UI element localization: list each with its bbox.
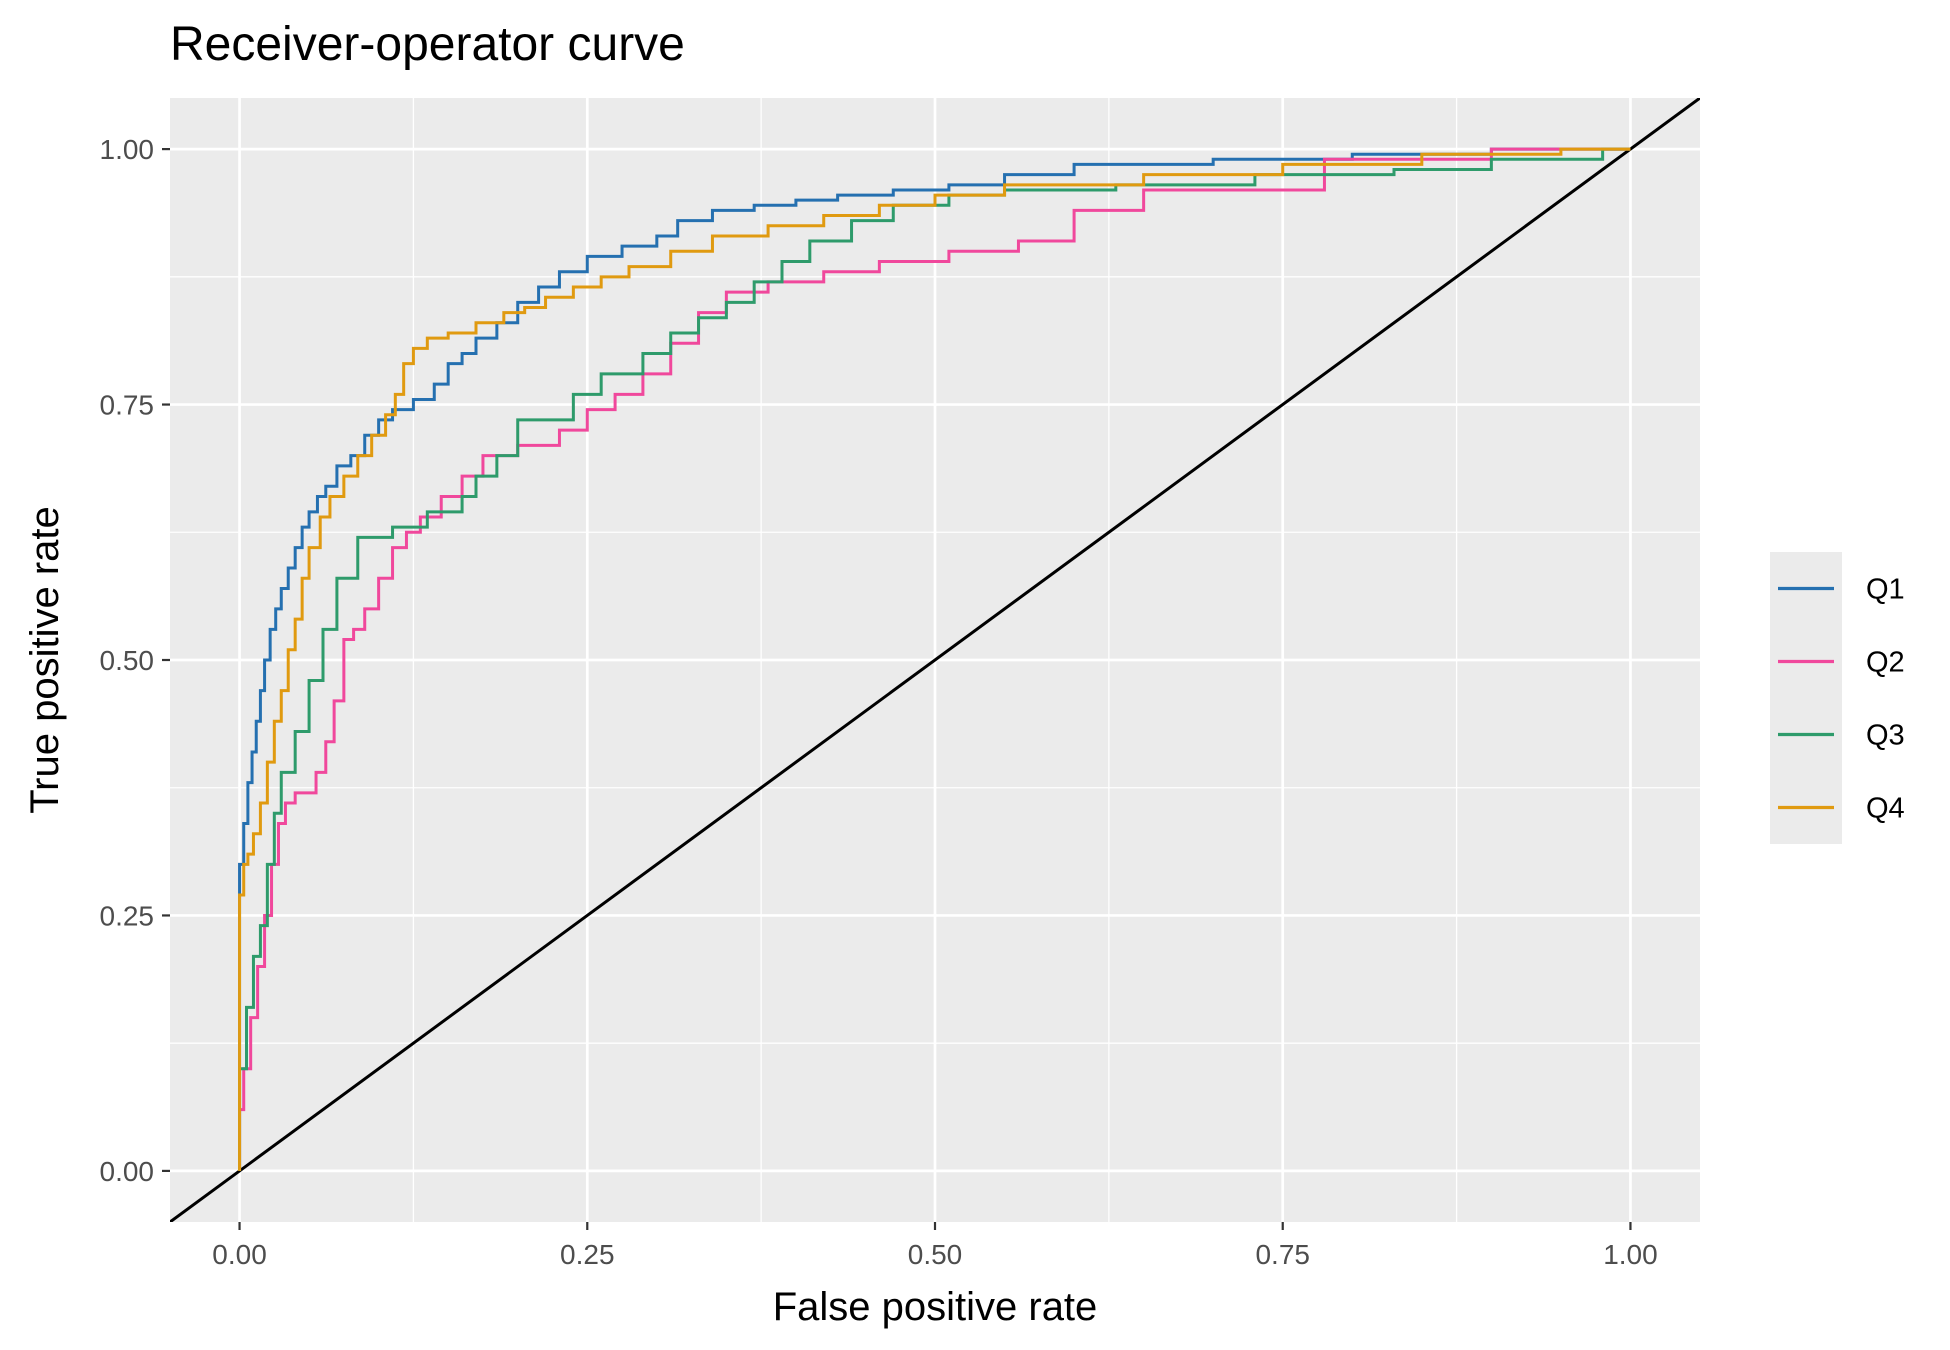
legend-label-q3: Q3 [1866, 720, 1905, 752]
y-axis-ticks: 0.00 0.25 0.50 0.75 1.00 [100, 134, 170, 1187]
legend-label-q1: Q1 [1866, 574, 1905, 606]
x-tick-label: 0.00 [212, 1239, 267, 1270]
y-tick-label: 0.00 [100, 1156, 155, 1187]
legend: Q1 Q2 Q3 Q4 [1770, 552, 1905, 844]
y-tick-label: 0.50 [100, 645, 155, 676]
series-line-q2 [238, 147, 1631, 1171]
y-axis-title: True positive rate [23, 506, 67, 814]
x-tick-label: 0.75 [1255, 1239, 1310, 1270]
x-tick-label: 0.25 [560, 1239, 615, 1270]
x-tick-label: 0.50 [908, 1239, 963, 1270]
x-axis-ticks: 0.00 0.25 0.50 0.75 1.00 [212, 1222, 1658, 1270]
legend-label-q2: Q2 [1866, 647, 1905, 679]
y-tick-label: 1.00 [100, 134, 155, 165]
y-tick-label: 0.75 [100, 390, 155, 421]
legend-key-background [1770, 552, 1842, 844]
chart-title: Receiver-operator curve [170, 18, 685, 71]
x-axis-title: False positive rate [773, 1285, 1098, 1329]
x-tick-label: 1.00 [1603, 1239, 1658, 1270]
series-layer [238, 147, 1631, 1171]
series-line-q4 [238, 147, 1631, 1171]
legend-label-q4: Q4 [1866, 793, 1905, 825]
y-tick-label: 0.25 [100, 900, 155, 931]
reference-diagonal-line [170, 98, 1700, 1222]
reference-line-layer [170, 98, 1700, 1222]
series-line-q1 [238, 147, 1631, 1171]
